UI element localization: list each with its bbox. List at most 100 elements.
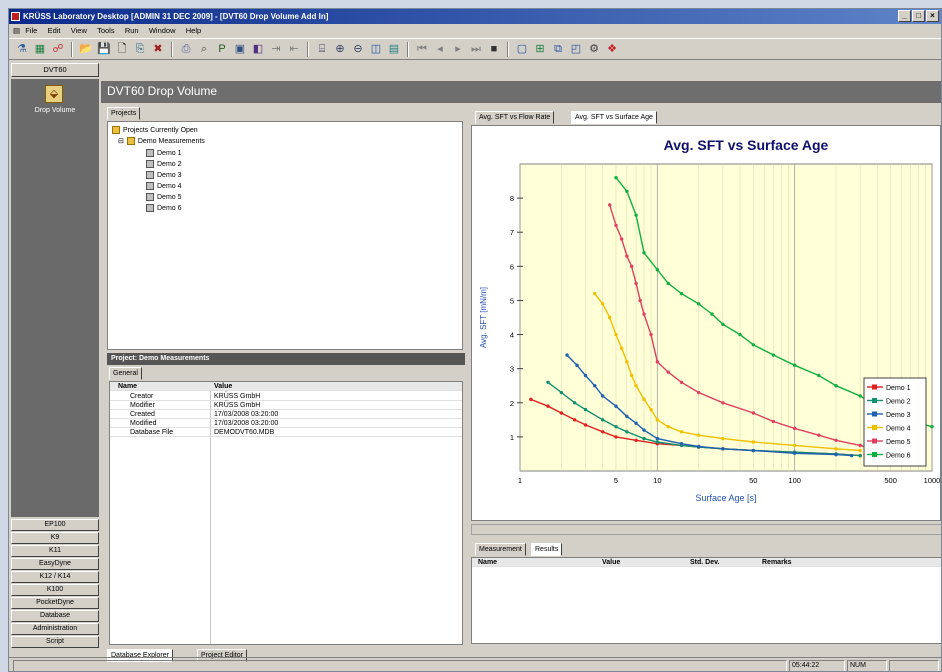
delete-icon[interactable]: ✖ — [153, 43, 163, 55]
data-point — [834, 384, 838, 388]
sidebar-button-easydyne[interactable]: EasyDyne — [11, 558, 99, 570]
column-header-name[interactable]: Name — [478, 559, 498, 566]
table-row[interactable]: Modified 17/03/2008 03:20:00 — [110, 419, 462, 428]
table-icon[interactable]: ▣ — [234, 43, 246, 55]
open-icon[interactable]: 📂 — [79, 43, 93, 55]
tree-item-demo-3[interactable]: Demo 3 — [146, 171, 182, 179]
table-row[interactable]: Creator KRÜSS GmbH — [110, 392, 462, 401]
sidebar-button-k12-k14[interactable]: K12 / K14 — [11, 571, 99, 583]
data-point — [834, 438, 838, 442]
menu-edit[interactable]: Edit — [47, 26, 61, 35]
import-icon[interactable]: ⇤ — [289, 43, 299, 55]
data-point — [600, 394, 605, 398]
sidebar-button-database[interactable]: Database — [11, 610, 99, 622]
tree-item-demo-1[interactable]: Demo 1 — [146, 149, 182, 157]
export-icon[interactable]: ⇥ — [271, 43, 281, 55]
stop-icon[interactable]: ■ — [490, 43, 498, 55]
zoom-window-icon[interactable]: ⌸ — [318, 43, 326, 55]
sidebar-button-ep100[interactable]: EP100 — [11, 519, 99, 531]
new-icon[interactable]: 🗋 — [117, 43, 127, 55]
column-header-std-dev[interactable]: Std. Dev. — [690, 559, 720, 566]
tab-sft-vs-flow-rate[interactable]: Avg. SFT vs Flow Rate — [475, 111, 555, 124]
horizontal-scrollbar[interactable] — [471, 524, 941, 535]
column-header-name[interactable]: Name — [118, 383, 138, 390]
data-point — [614, 435, 618, 439]
prev-icon[interactable]: ◂ — [437, 43, 443, 55]
split-icon[interactable]: ◰ — [570, 43, 582, 55]
chart-panel: Avg. SFT vs Flow Rate Avg. SFT vs Surfac… — [471, 111, 941, 519]
data-point — [642, 428, 646, 432]
tab-sft-vs-surface-age[interactable]: Avg. SFT vs Surface Age — [571, 111, 657, 124]
preview-icon[interactable]: ⌕ — [200, 43, 208, 55]
x-tick-label: 5 — [614, 476, 618, 485]
print-icon[interactable]: ⎙ — [181, 43, 191, 55]
next-icon[interactable]: ▸ — [455, 43, 461, 55]
first-icon[interactable]: ⏮ — [417, 43, 427, 55]
tree-item-demo-2[interactable]: Demo 2 — [146, 160, 182, 168]
table-row[interactable]: Modifier KRÜSS GmbH — [110, 401, 462, 410]
menu-window[interactable]: Window — [148, 26, 176, 35]
tree-root[interactable]: Projects Currently Open — [112, 126, 198, 134]
menu-tools[interactable]: Tools — [97, 26, 115, 35]
settings-icon[interactable]: ⚙ — [589, 43, 599, 55]
table-row[interactable]: Database File DEMODVT60.MDB — [110, 428, 462, 437]
zoom-out-icon[interactable]: ⊖ — [353, 43, 363, 55]
tab-database-explorer[interactable]: Database Explorer — [107, 649, 173, 662]
sidebar-button-pocketdyne[interactable]: PocketDyne — [11, 597, 99, 609]
menu-run[interactable]: Run — [124, 26, 139, 35]
graph-icon[interactable]: ☍ — [52, 43, 64, 55]
window-icon[interactable]: ▢ — [516, 43, 528, 55]
tab-results[interactable]: Results — [531, 543, 563, 556]
tab-measurement[interactable]: Measurement — [475, 543, 526, 556]
sidebar-button-k100[interactable]: K100 — [11, 584, 99, 596]
tree-item-demo-4[interactable]: Demo 4 — [146, 182, 182, 190]
drop-volume-icon[interactable]: ⬙ — [45, 85, 63, 103]
collapse-icon[interactable]: ⊟ — [118, 138, 124, 145]
sidebar-button-k11[interactable]: K11 — [11, 545, 99, 557]
tree-group[interactable]: ⊟ Demo Measurements — [118, 137, 205, 145]
sidebar-header[interactable]: DVT60 — [11, 63, 99, 77]
data-point — [930, 424, 934, 429]
copy-icon[interactable]: ⎘ — [135, 43, 145, 55]
sidebar-button-script[interactable]: Script — [11, 636, 99, 648]
data-point — [696, 444, 701, 449]
sidebar-button-administration[interactable]: Administration — [11, 623, 99, 635]
measure-icon[interactable]: ⚗ — [17, 43, 27, 55]
report-icon[interactable]: P — [218, 43, 226, 55]
tree-item-demo-5[interactable]: Demo 5 — [146, 193, 182, 201]
grid-icon[interactable]: ▦ — [34, 43, 46, 55]
data-point — [583, 423, 588, 427]
help-icon[interactable]: ❖ — [607, 43, 617, 55]
table-row[interactable]: Created 17/03/2008 03:20:00 — [110, 410, 462, 419]
column-header-value[interactable]: Value — [214, 383, 233, 390]
data-point — [792, 363, 797, 367]
sidebar-button-k9[interactable]: K9 — [11, 532, 99, 544]
measurement-icon — [146, 193, 154, 201]
tile-icon[interactable]: ⊞ — [535, 43, 545, 55]
tab-projects[interactable]: Projects — [107, 107, 141, 120]
data-point — [634, 421, 638, 425]
menu-help[interactable]: Help — [185, 26, 202, 35]
tab-project-editor[interactable]: Project Editor — [197, 649, 248, 662]
data-point — [858, 453, 862, 458]
data-point — [679, 442, 684, 446]
fit-icon[interactable]: ◫ — [370, 43, 382, 55]
chart-icon[interactable]: ◧ — [252, 43, 264, 55]
close-button[interactable]: × — [926, 10, 939, 22]
refresh-icon[interactable]: ▤ — [388, 43, 400, 55]
maximize-button[interactable]: □ — [912, 10, 925, 22]
menu-file[interactable]: File — [25, 26, 38, 35]
tab-general[interactable]: General — [109, 367, 142, 380]
menu-view[interactable]: View — [70, 26, 87, 35]
status-time: 05:44:22 — [789, 660, 845, 671]
status-message — [13, 660, 787, 671]
cascade-icon[interactable]: ⧉ — [554, 43, 562, 55]
tree-item-demo-6[interactable]: Demo 6 — [146, 204, 182, 212]
last-icon[interactable]: ⏭ — [471, 43, 481, 55]
save-icon[interactable]: 💾 — [97, 43, 111, 55]
column-header-value[interactable]: Value — [602, 559, 621, 566]
minimize-button[interactable]: _ — [898, 10, 911, 22]
zoom-in-icon[interactable]: ⊕ — [335, 43, 345, 55]
column-header-remarks[interactable]: Remarks — [762, 559, 792, 566]
sidebar-item-drop-volume[interactable]: Drop Volume — [34, 107, 76, 114]
